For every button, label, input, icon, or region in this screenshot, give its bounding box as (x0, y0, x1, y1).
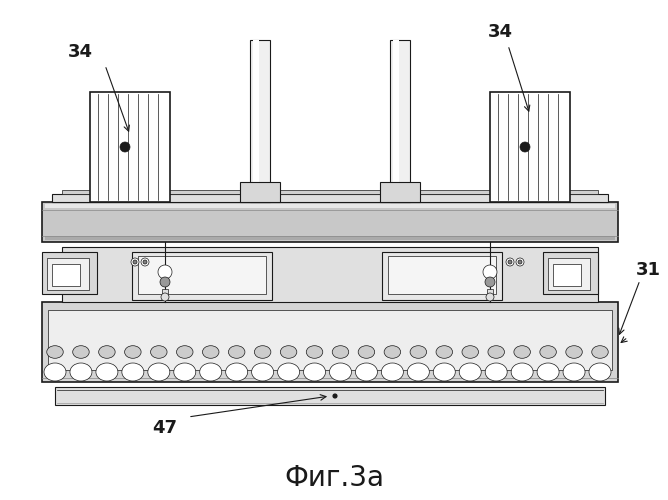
Ellipse shape (459, 363, 481, 381)
Bar (62, 190, 598, 194)
Circle shape (485, 277, 495, 287)
Bar (390, 40, 410, 202)
Ellipse shape (540, 346, 556, 358)
Circle shape (508, 260, 512, 264)
Ellipse shape (150, 346, 167, 358)
Circle shape (483, 265, 497, 279)
Ellipse shape (514, 346, 530, 358)
Bar (240, 182, 280, 202)
Bar (382, 252, 502, 300)
Circle shape (516, 258, 524, 266)
Ellipse shape (332, 346, 349, 358)
Ellipse shape (511, 363, 533, 381)
Circle shape (120, 142, 130, 152)
Ellipse shape (436, 346, 452, 358)
Ellipse shape (174, 363, 196, 381)
Ellipse shape (589, 363, 611, 381)
Ellipse shape (202, 346, 219, 358)
Bar (55, 387, 605, 405)
Ellipse shape (381, 363, 403, 381)
Ellipse shape (358, 346, 375, 358)
Circle shape (518, 260, 522, 264)
Ellipse shape (44, 363, 66, 381)
Ellipse shape (563, 363, 585, 381)
Ellipse shape (384, 346, 401, 358)
Bar (52, 194, 608, 202)
Ellipse shape (355, 363, 377, 381)
Ellipse shape (125, 346, 141, 358)
Ellipse shape (281, 346, 297, 358)
Ellipse shape (592, 346, 609, 358)
Text: 31: 31 (635, 261, 661, 279)
Ellipse shape (410, 346, 427, 358)
Bar (253, 40, 259, 202)
Ellipse shape (99, 346, 115, 358)
Ellipse shape (70, 363, 92, 381)
Circle shape (333, 394, 337, 398)
Bar (543, 252, 598, 294)
Ellipse shape (226, 363, 248, 381)
Ellipse shape (306, 346, 323, 358)
Circle shape (143, 260, 147, 264)
Bar (42, 302, 618, 382)
Bar (47, 258, 89, 290)
Bar (45, 204, 615, 208)
Circle shape (520, 142, 530, 152)
Ellipse shape (148, 363, 170, 381)
Bar (553, 264, 581, 286)
Bar (548, 258, 590, 290)
Bar (388, 256, 496, 294)
Ellipse shape (537, 363, 559, 381)
Bar (132, 252, 272, 300)
Ellipse shape (200, 363, 222, 381)
Ellipse shape (228, 346, 245, 358)
Ellipse shape (73, 346, 90, 358)
Ellipse shape (407, 363, 430, 381)
Circle shape (141, 258, 149, 266)
Text: 34: 34 (67, 43, 92, 61)
Circle shape (160, 277, 170, 287)
Ellipse shape (252, 363, 274, 381)
Bar (490, 92, 570, 202)
Bar (250, 40, 270, 202)
Ellipse shape (47, 346, 63, 358)
Text: 47: 47 (152, 419, 178, 437)
Circle shape (158, 265, 172, 279)
Ellipse shape (329, 363, 351, 381)
Circle shape (486, 293, 494, 301)
Bar (90, 92, 170, 202)
Bar (138, 256, 266, 294)
Circle shape (506, 258, 514, 266)
Bar (393, 40, 399, 202)
Ellipse shape (488, 346, 504, 358)
Ellipse shape (303, 363, 325, 381)
Bar (380, 182, 420, 202)
Bar (52, 264, 80, 286)
Ellipse shape (485, 363, 507, 381)
Circle shape (161, 293, 169, 301)
Circle shape (131, 258, 139, 266)
Ellipse shape (176, 346, 193, 358)
Bar (42, 202, 618, 242)
Bar (487, 289, 493, 297)
Bar (62, 247, 598, 302)
Ellipse shape (96, 363, 118, 381)
Ellipse shape (462, 346, 478, 358)
Ellipse shape (566, 346, 582, 358)
Circle shape (133, 260, 137, 264)
Bar (45, 236, 615, 240)
Ellipse shape (122, 363, 144, 381)
Ellipse shape (278, 363, 299, 381)
Bar (162, 289, 168, 297)
Text: 34: 34 (488, 23, 512, 41)
Bar (48, 310, 612, 370)
Text: Фиг.3а: Фиг.3а (284, 464, 384, 492)
Bar (42, 252, 97, 294)
Ellipse shape (255, 346, 271, 358)
Ellipse shape (434, 363, 456, 381)
